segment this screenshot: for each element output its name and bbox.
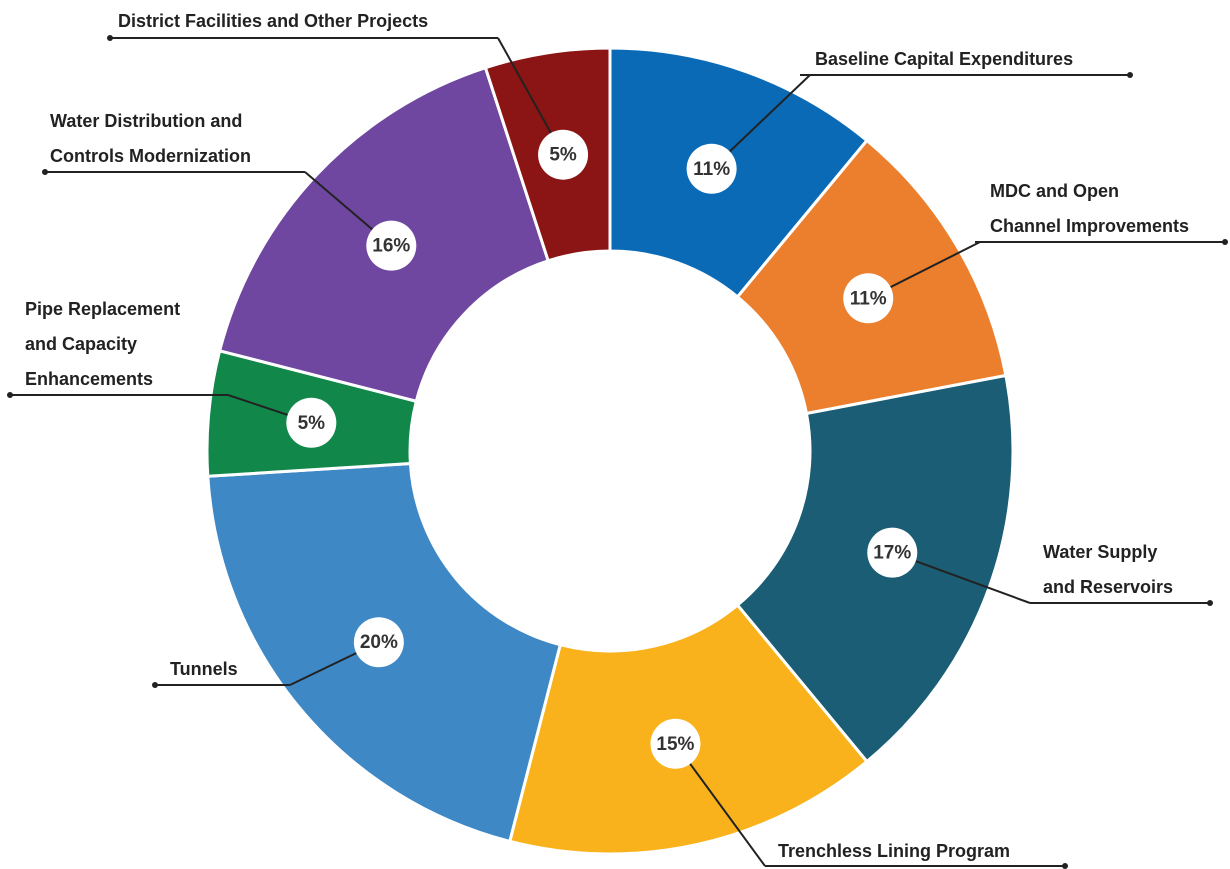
category-label: Pipe Replacement and Capacity Enhancements xyxy=(25,299,180,389)
label-dot xyxy=(1207,600,1213,606)
label-line: and Capacity xyxy=(25,334,137,354)
label-dot xyxy=(1222,239,1228,245)
value-label: 5% xyxy=(549,145,577,166)
value-label: 17% xyxy=(873,543,911,564)
value-label: 15% xyxy=(656,734,694,755)
label-line: Water Distribution and xyxy=(50,111,242,131)
label-dot xyxy=(7,392,13,398)
label-dot xyxy=(42,169,48,175)
value-label: 16% xyxy=(372,236,410,257)
value-badge xyxy=(867,527,918,578)
value-badge xyxy=(843,273,894,324)
value-badge xyxy=(286,397,337,448)
value-badge xyxy=(366,220,417,271)
category-label: Water Distribution and Controls Moderniza… xyxy=(50,111,251,166)
value-label: 11% xyxy=(850,288,887,309)
label-line: MDC and Open xyxy=(990,181,1119,201)
value-label: 20% xyxy=(360,632,398,653)
category-label: Baseline Capital Expenditures xyxy=(815,49,1073,69)
label-line: Tunnels xyxy=(170,659,238,679)
label-dot xyxy=(152,682,158,688)
category-label: Water Supply and Reservoirs xyxy=(1043,542,1173,597)
label-line: Pipe Replacement xyxy=(25,299,180,319)
donut-slice xyxy=(608,46,869,300)
leader-line xyxy=(674,743,766,867)
label-line: Trenchless Lining Program xyxy=(778,841,1010,861)
label-line: Water Supply xyxy=(1043,542,1157,562)
category-label: Trenchless Lining Program xyxy=(778,841,1010,861)
label-line: District Facilities and Other Projects xyxy=(118,11,428,31)
value-label: 5% xyxy=(298,413,326,434)
category-label: Tunnels xyxy=(170,659,238,679)
category-label: MDC and Open Channel Improvements xyxy=(990,181,1189,236)
category-label: District Facilities and Other Projects xyxy=(118,11,428,31)
value-badge xyxy=(650,718,701,769)
value-label: 11% xyxy=(693,159,730,180)
value-badge xyxy=(538,129,589,180)
value-badge xyxy=(353,617,404,668)
label-dot xyxy=(1062,863,1068,869)
value-badge xyxy=(686,143,737,194)
label-line: Enhancements xyxy=(25,369,153,389)
label-line: and Reservoirs xyxy=(1043,577,1173,597)
label-dot xyxy=(1127,72,1133,78)
label-line: Channel Improvements xyxy=(990,216,1189,236)
label-line: Controls Modernization xyxy=(50,146,251,166)
label-line: Baseline Capital Expenditures xyxy=(815,49,1073,69)
label-dot xyxy=(107,35,113,41)
